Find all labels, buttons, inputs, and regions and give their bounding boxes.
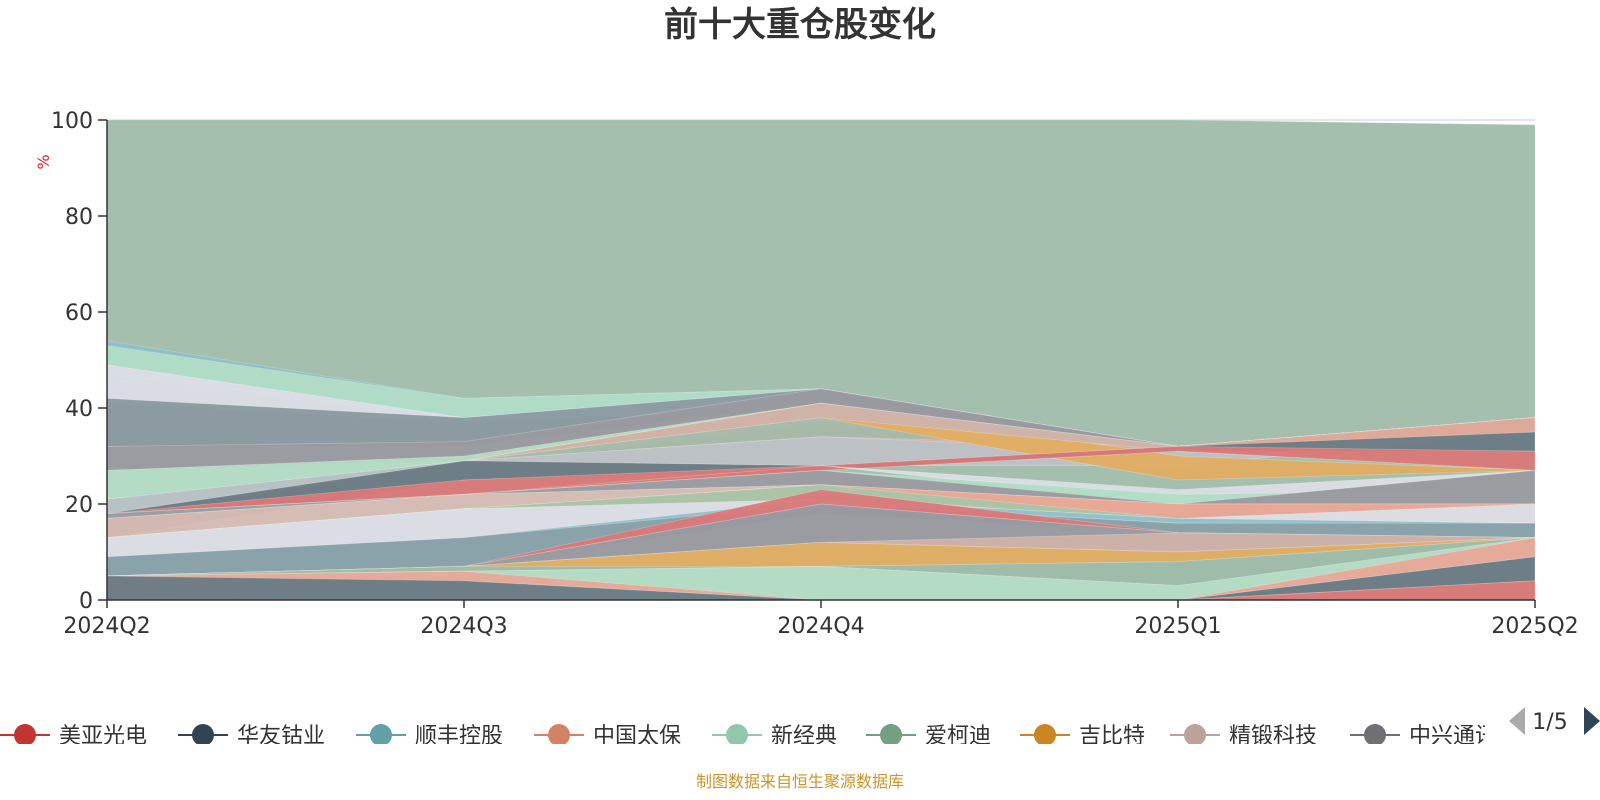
y-tick-label-0: 0 [79,589,93,614]
legend-marker-icon-7 [1184,724,1206,744]
data-source-note: 制图数据来自恒生聚源数据库 [696,772,904,791]
legend-pager: 1/5 [1509,707,1600,735]
legend-page-indicator: 1/5 [1532,710,1567,735]
legend-label-8: 中兴通讯 [1409,724,1497,749]
legend-marker-icon-0 [14,724,36,744]
legend-marker-icon-2 [370,724,392,744]
legend-marker-icon-5 [880,724,902,744]
legend-marker-icon-6 [1034,724,1056,744]
y-tick-label-4: 80 [65,205,93,230]
y-axis-unit: % [34,154,53,169]
x-tick-label-1: 2024Q3 [420,614,507,639]
y-tick-label-3: 60 [65,301,93,326]
legend-label-5: 爱柯迪 [925,724,991,749]
x-tick-label-0: 2024Q2 [63,614,150,639]
legend-marker-icon-1 [192,724,214,744]
x-tick-label-3: 2025Q1 [1134,614,1221,639]
axes: 0 20 40 60 80 100 2024Q2 2024Q3 2024Q4 2025Q1 2025… [51,109,1579,639]
legend: 美亚光电 华友钴业 顺丰控股 中国太保 新经典 爱柯迪 吉比特 精锻科技 中兴通讯 [0,724,1497,749]
legend-item-2[interactable]: 顺丰控股 [356,724,503,749]
legend-item-8[interactable]: 中兴通讯 [1350,724,1497,749]
legend-item-4[interactable]: 新经典 [712,724,837,749]
legend-marker-icon-3 [548,724,570,744]
legend-item-1[interactable]: 华友钴业 [178,724,325,749]
y-tick-label-1: 20 [65,493,93,518]
legend-label-4: 新经典 [771,724,837,749]
legend-item-0[interactable]: 美亚光电 [0,724,147,749]
area-layers [106,119,1536,601]
legend-item-7[interactable]: 精锻科技 [1170,724,1317,749]
x-tick-label-2: 2024Q4 [777,614,864,639]
legend-label-1: 华友钴业 [237,724,325,749]
legend-label-7: 精锻科技 [1229,724,1317,749]
legend-label-0: 美亚光电 [59,724,147,749]
legend-prev-page-icon[interactable] [1509,707,1525,735]
legend-next-page-icon[interactable] [1584,707,1600,735]
legend-label-6: 吉比特 [1079,724,1145,749]
legend-items: 美亚光电 华友钴业 顺丰控股 中国太保 新经典 爱柯迪 吉比特 精锻科技 中兴通讯 [0,724,1497,749]
legend-marker-icon-4 [726,724,748,744]
x-tick-label-4: 2025Q2 [1491,614,1578,639]
legend-label-2: 顺丰控股 [415,724,503,749]
chart-title: 前十大重仓股变化 [664,5,936,45]
legend-label-3: 中国太保 [593,724,681,749]
y-tick-label-5: 100 [51,109,93,134]
legend-item-5[interactable]: 爱柯迪 [866,724,991,749]
y-tick-label-2: 40 [65,397,93,422]
legend-item-3[interactable]: 中国太保 [534,724,681,749]
legend-item-6[interactable]: 吉比特 [1020,724,1145,749]
legend-marker-icon-8 [1364,724,1386,744]
